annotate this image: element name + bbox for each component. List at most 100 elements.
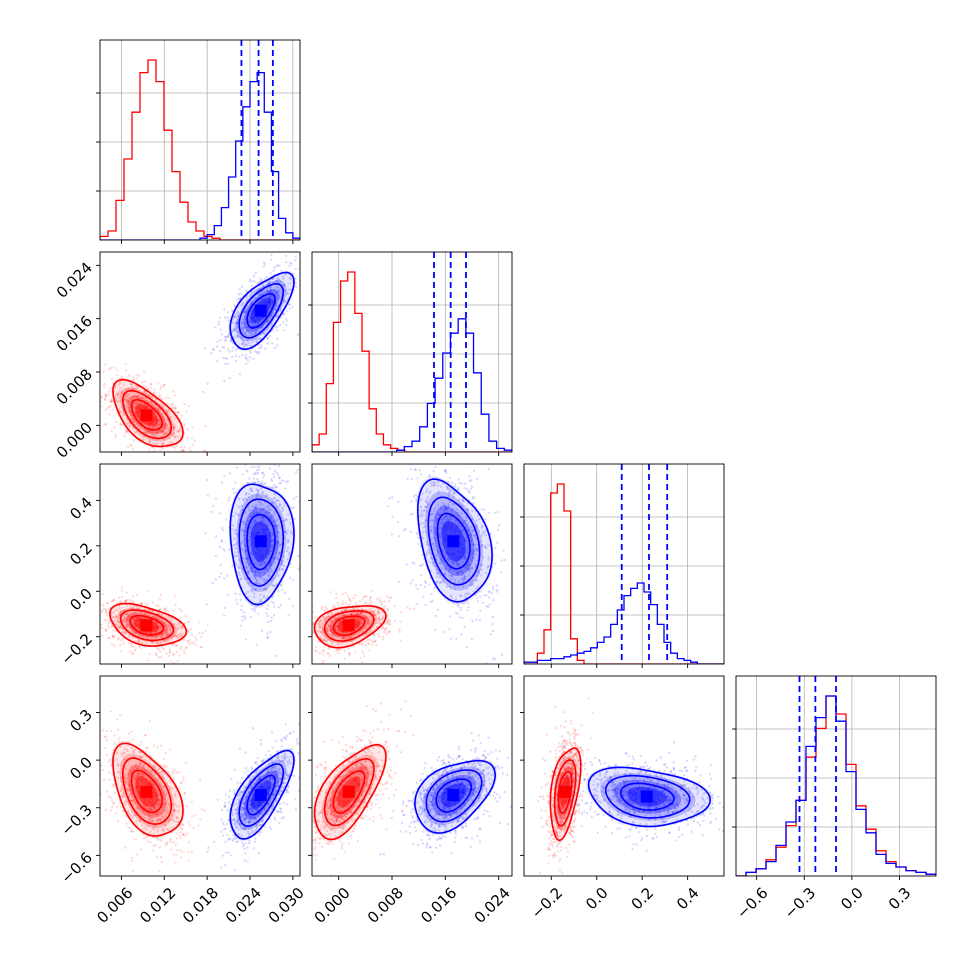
sample-point <box>231 349 234 352</box>
sample-point <box>242 499 245 502</box>
sample-point <box>276 541 280 544</box>
sample-point <box>277 288 280 291</box>
sample-point <box>135 632 138 635</box>
sample-point <box>265 578 268 581</box>
sample-point <box>321 605 325 608</box>
sample-point <box>142 396 145 400</box>
sample-point <box>406 606 409 609</box>
sample-point <box>140 611 143 614</box>
sample-point <box>241 326 245 329</box>
sample-point <box>375 644 378 647</box>
sample-point <box>376 625 379 629</box>
sample-point <box>466 509 470 512</box>
sample-point <box>445 471 448 474</box>
sample-point <box>261 516 264 520</box>
sample-point <box>260 496 263 499</box>
sample-point <box>325 641 328 644</box>
sample-point <box>285 518 288 521</box>
sample-point <box>186 629 189 633</box>
sample-point <box>244 549 247 552</box>
sample-point <box>494 547 497 550</box>
sample-point <box>327 624 330 627</box>
sample-point <box>317 629 320 632</box>
sample-point <box>226 362 230 365</box>
sample-point <box>429 490 432 493</box>
sample-point <box>135 593 139 597</box>
sample-point <box>235 542 238 545</box>
sample-point <box>251 300 254 303</box>
sample-point <box>227 334 230 337</box>
sample-point <box>179 626 182 629</box>
sample-point <box>170 433 174 436</box>
sample-point <box>129 601 132 604</box>
sample-point <box>476 600 480 603</box>
sample-point <box>361 628 364 631</box>
sample-point <box>216 340 219 343</box>
sample-point <box>337 615 340 618</box>
sample-point <box>382 638 385 641</box>
sample-point <box>244 544 247 547</box>
sample-point <box>100 395 104 399</box>
sample-point <box>328 624 332 627</box>
sample-point <box>383 630 386 634</box>
sample-point <box>425 553 428 557</box>
sample-point <box>147 400 150 403</box>
sample-point <box>122 412 126 415</box>
sample-point <box>348 652 351 655</box>
sample-point <box>277 278 280 281</box>
sample-point <box>435 568 438 571</box>
sample-point <box>271 297 275 301</box>
sample-point <box>281 559 284 562</box>
sample-point <box>266 636 270 639</box>
sample-point <box>125 613 128 616</box>
sample-point <box>123 397 126 401</box>
sample-point <box>194 635 197 639</box>
sample-point <box>408 608 411 611</box>
sample-point <box>475 524 479 527</box>
sample-point <box>120 400 123 403</box>
sample-point <box>429 529 432 532</box>
sample-point <box>104 393 108 396</box>
sample-point <box>265 319 269 322</box>
sample-point <box>254 297 257 300</box>
sample-point <box>476 514 480 517</box>
sample-point <box>459 608 463 611</box>
sample-point <box>175 444 178 447</box>
sample-point <box>472 590 475 593</box>
sample-point <box>471 509 474 513</box>
sample-point <box>286 244 288 246</box>
sample-point <box>243 530 246 533</box>
sample-point <box>361 641 364 645</box>
sample-point <box>238 593 242 596</box>
sample-point <box>223 379 226 383</box>
sample-point <box>253 280 256 283</box>
sample-point <box>330 612 334 616</box>
sample-point <box>269 515 273 518</box>
sample-point <box>260 326 263 329</box>
sample-point <box>201 631 204 635</box>
sample-point <box>452 561 455 564</box>
sample-point <box>132 630 136 633</box>
sample-point <box>275 471 279 475</box>
sample-point <box>495 590 499 593</box>
sample-point <box>262 289 265 292</box>
sample-point <box>336 601 339 605</box>
sample-point <box>269 294 273 297</box>
sample-point <box>276 329 279 332</box>
sample-point <box>138 433 141 436</box>
sample-point <box>336 643 339 646</box>
sample-point <box>199 646 202 649</box>
sample-point <box>344 602 348 605</box>
sample-point <box>341 637 344 640</box>
sample-point <box>250 301 254 305</box>
sample-point <box>243 343 246 346</box>
sample-point <box>153 388 156 391</box>
sample-point <box>157 409 160 412</box>
sample-point <box>279 544 282 547</box>
sample-point <box>439 505 443 508</box>
sample-point <box>125 624 129 627</box>
sample-point <box>260 629 264 633</box>
sample-point <box>162 432 166 435</box>
sample-point <box>470 559 473 562</box>
sample-point <box>156 647 159 650</box>
